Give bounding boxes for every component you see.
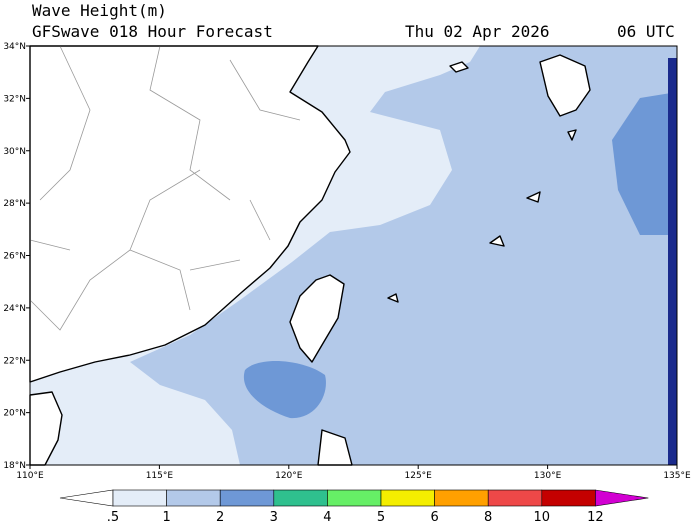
colorbar-swatch xyxy=(219,489,275,507)
island xyxy=(449,61,469,73)
edge-strip xyxy=(668,58,677,465)
colorbar-swatch xyxy=(166,489,221,507)
colorbar-label: 4 xyxy=(323,510,331,525)
colorbar-label: 6 xyxy=(430,510,438,525)
subtitle: GFSwave 018 Hour Forecast xyxy=(32,22,273,41)
lat-label: 18°N xyxy=(3,461,26,471)
rough-zone xyxy=(243,360,326,419)
province-lines xyxy=(29,45,301,331)
colorbar-label: 8 xyxy=(484,510,492,525)
lon-label: 120°E xyxy=(275,471,303,481)
colorbar-swatch xyxy=(380,489,435,507)
colorbar-cap xyxy=(595,489,649,507)
colorbar-label: 3 xyxy=(270,510,278,525)
colorbar-label: 5 xyxy=(377,510,385,525)
colorbar-label: .5 xyxy=(107,510,119,525)
lat-label: 32°N xyxy=(3,94,26,104)
rough-zone xyxy=(612,92,677,235)
colorbar-label: 12 xyxy=(587,510,604,525)
lon-label: 125°E xyxy=(405,471,433,481)
colorbar-swatch xyxy=(434,489,489,507)
lat-label: 26°N xyxy=(3,252,26,262)
map xyxy=(29,45,678,466)
colorbar-swatch xyxy=(327,489,382,507)
colorbar-swatch xyxy=(487,489,543,507)
colorbar-label: 1 xyxy=(162,510,170,525)
islands xyxy=(387,129,577,303)
title: Wave Height(m) xyxy=(32,1,167,20)
colorbar-label: 2 xyxy=(216,510,224,525)
lon-label: 110°E xyxy=(16,471,44,481)
kyushu xyxy=(539,54,591,117)
colorbar-swatch xyxy=(273,489,328,507)
lon-label: 115°E xyxy=(146,471,174,481)
axes: 34°N 32°N 30°N 28°N 26°N 24°N 22°N 20°N 18°N110°… xyxy=(3,42,691,481)
lat-label: 24°N xyxy=(3,304,26,314)
colorbar-swatch xyxy=(541,489,596,507)
colorbar: .5 1 2 3 4 5 6 8 10 12 xyxy=(59,489,649,525)
lat-label: 30°N xyxy=(3,147,26,157)
colorbar-label: 10 xyxy=(534,510,551,525)
lat-label: 34°N xyxy=(3,42,26,52)
time: 06 UTC xyxy=(617,22,675,41)
lat-label: 20°N xyxy=(3,409,26,419)
colorbar-cap xyxy=(59,489,114,507)
lon-label: 135°E xyxy=(663,471,691,481)
lon-label: 130°E xyxy=(534,471,562,481)
colorbar-swatch xyxy=(112,489,167,507)
lat-label: 28°N xyxy=(3,199,26,209)
taiwan xyxy=(289,274,345,363)
date: Thu 02 Apr 2026 xyxy=(405,22,550,41)
mainland xyxy=(29,45,351,383)
lat-label: 22°N xyxy=(3,356,26,366)
